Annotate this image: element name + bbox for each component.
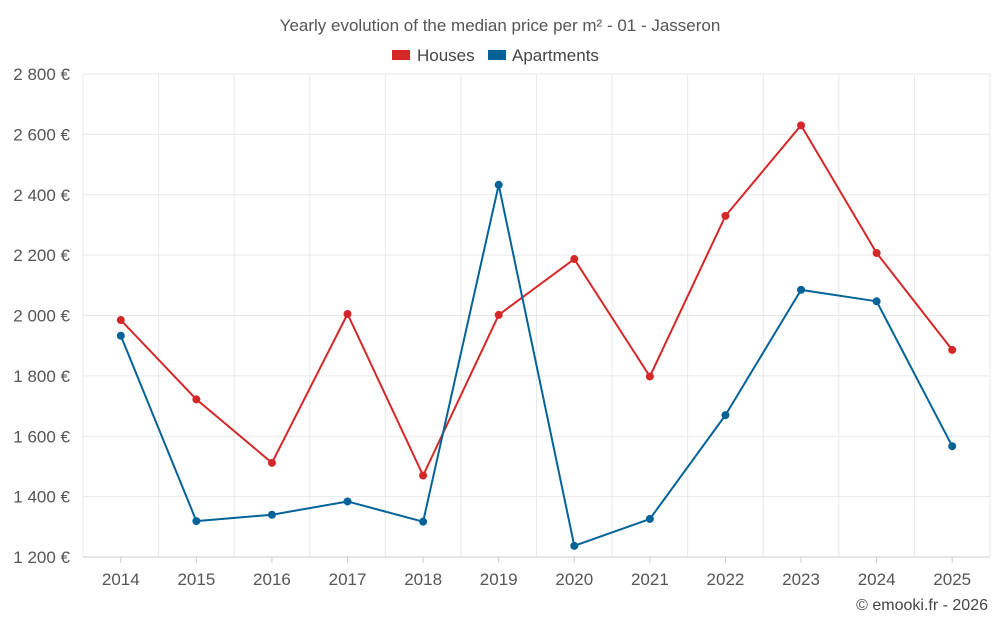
x-tick-label: 2014 xyxy=(102,570,140,589)
data-point-houses[interactable] xyxy=(343,309,352,318)
data-point-houses[interactable] xyxy=(797,121,806,130)
y-tick-label: 2 800 € xyxy=(13,65,70,84)
x-tick-label: 2023 xyxy=(782,570,820,589)
credit-text: © emooki.fr - 2026 xyxy=(856,597,988,614)
x-axis-ticks: 2014 2015 2016 2017 2018 2019 2020 2021 2022 2023… xyxy=(102,557,971,589)
legend-swatch-houses xyxy=(392,50,410,60)
data-point-apartments[interactable] xyxy=(267,510,276,519)
y-tick-label: 1 400 € xyxy=(13,488,70,507)
data-point-apartments[interactable] xyxy=(645,514,654,523)
data-point-houses[interactable] xyxy=(872,249,881,258)
data-point-apartments[interactable] xyxy=(797,285,806,294)
data-point-houses[interactable] xyxy=(494,310,503,319)
y-tick-label: 1 600 € xyxy=(13,427,70,446)
data-point-houses[interactable] xyxy=(645,372,654,381)
x-gridlines xyxy=(82,74,991,557)
data-point-houses[interactable] xyxy=(721,211,730,220)
x-tick-label: 2015 xyxy=(177,570,215,589)
data-point-apartments[interactable] xyxy=(570,541,579,550)
legend: Houses Apartments xyxy=(392,46,599,65)
legend-swatch-apartments xyxy=(488,50,506,60)
x-tick-label: 2025 xyxy=(933,570,971,589)
y-tick-label: 2 400 € xyxy=(13,186,70,205)
x-tick-label: 2022 xyxy=(707,570,745,589)
data-point-apartments[interactable] xyxy=(192,517,201,526)
series-line-houses xyxy=(120,124,953,477)
data-point-apartments[interactable] xyxy=(419,517,428,526)
series-houses xyxy=(116,121,957,480)
y-tick-label: 2 200 € xyxy=(13,246,70,265)
data-point-houses[interactable] xyxy=(570,255,579,264)
legend-label-apartments[interactable]: Apartments xyxy=(512,46,599,65)
series-layer xyxy=(116,121,957,550)
data-point-houses[interactable] xyxy=(116,316,125,325)
data-point-apartments[interactable] xyxy=(872,297,881,306)
x-tick-label: 2016 xyxy=(253,570,291,589)
data-point-apartments[interactable] xyxy=(116,331,125,340)
series-line-apartments xyxy=(119,183,954,547)
y-axis-ticks: 1 200 € 1 400 € 1 600 € 1 800 € 2 000 € 2 200… xyxy=(13,65,70,567)
y-tick-label: 1 800 € xyxy=(13,367,70,386)
x-tick-label: 2019 xyxy=(480,570,518,589)
x-tick-label: 2020 xyxy=(555,570,593,589)
data-point-houses[interactable] xyxy=(948,345,957,354)
x-tick-label: 2024 xyxy=(858,570,896,589)
data-point-apartments[interactable] xyxy=(948,442,957,451)
data-point-houses[interactable] xyxy=(267,458,276,467)
data-point-apartments[interactable] xyxy=(721,411,730,420)
series-apartments xyxy=(116,180,957,550)
data-point-houses[interactable] xyxy=(192,395,201,404)
y-tick-label: 2 600 € xyxy=(13,125,70,144)
legend-label-houses[interactable]: Houses xyxy=(417,46,475,65)
y-tick-label: 2 000 € xyxy=(13,307,70,326)
data-point-apartments[interactable] xyxy=(494,180,503,189)
x-tick-label: 2021 xyxy=(631,570,669,589)
data-point-apartments[interactable] xyxy=(343,497,352,506)
data-point-houses[interactable] xyxy=(419,471,428,480)
x-tick-label: 2017 xyxy=(329,570,367,589)
chart-title: Yearly evolution of the median price per… xyxy=(280,16,721,35)
y-tick-label: 1 200 € xyxy=(13,548,70,567)
x-tick-label: 2018 xyxy=(404,570,442,589)
